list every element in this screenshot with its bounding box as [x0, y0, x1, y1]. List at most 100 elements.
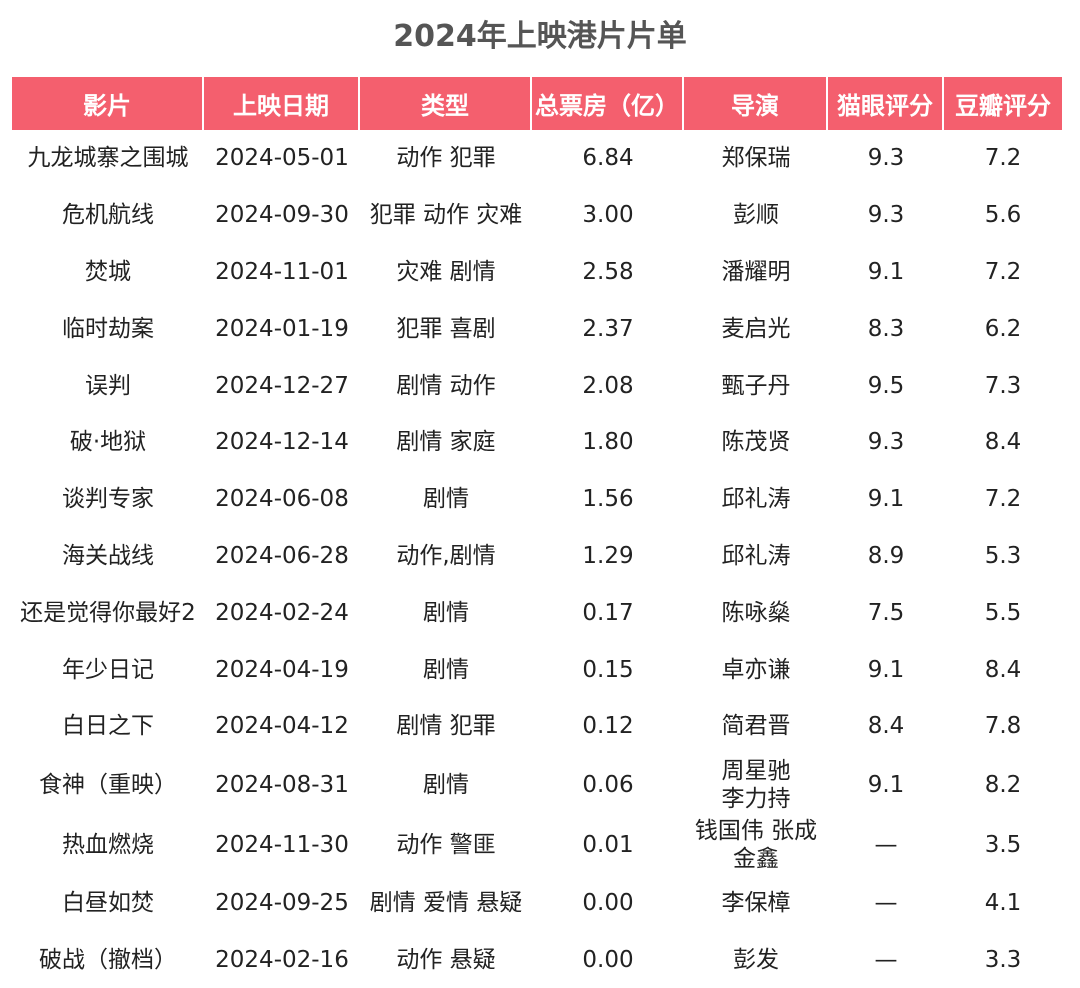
- director-name: 邱礼涛: [721, 486, 791, 513]
- genre-cell: 动作 警匪: [396, 831, 496, 858]
- director-name: 李保樟: [721, 890, 791, 917]
- table-row: 焚城 2024-11-01 灾难 剧情 2.58 潘耀明 9.1 7.2: [12, 244, 1062, 301]
- director-cell: 郑保瑞: [684, 130, 828, 187]
- douban-score-cell: 5.5: [984, 599, 1022, 626]
- box-office-cell: 0.00: [582, 946, 634, 973]
- header-box-office: 总票房（亿）: [532, 77, 684, 130]
- director-cell: 陈咏燊: [684, 584, 828, 641]
- genre-cell: 剧情 犯罪: [396, 713, 496, 740]
- genre-cell: 动作,剧情: [396, 542, 496, 569]
- box-office-cell: 2.37: [582, 315, 634, 342]
- director-name: 卓亦谦: [721, 656, 791, 683]
- box-office-cell: 1.80: [582, 429, 634, 456]
- director-name: 陈茂贤: [721, 429, 791, 456]
- film-cell: 白昼如焚: [62, 890, 154, 917]
- director-name: 彭顺: [733, 202, 779, 229]
- table-row: 危机航线 2024-09-30 犯罪 动作 灾难 3.00 彭顺 9.3 5.6: [12, 187, 1062, 244]
- box-office-cell: 3.00: [582, 202, 634, 229]
- table-row: 海关战线 2024-06-28 动作,剧情 1.29 邱礼涛 8.9 5.3: [12, 528, 1062, 585]
- genre-cell: 剧情: [423, 771, 469, 798]
- table-row: 热血燃烧 2024-11-30 动作 警匪 0.01 钱国伟 张成 金鑫 — 3.5: [12, 815, 1062, 875]
- film-cell: 临时劫案: [62, 315, 154, 342]
- table-body: 九龙城寨之围城 2024-05-01 动作 犯罪 6.84 郑保瑞 9.3 7.2 危机航线 2…: [12, 130, 1062, 988]
- table-row: 白日之下 2024-04-12 剧情 犯罪 0.12 简君晋 8.4 7.8: [12, 698, 1062, 755]
- release-date-cell: 2024-06-28: [215, 542, 349, 569]
- genre-cell: 犯罪 动作 灾难: [369, 202, 523, 229]
- director-name: 金鑫: [733, 845, 779, 872]
- release-date-cell: 2024-12-14: [215, 429, 349, 456]
- maoyan-score-cell: 9.3: [867, 429, 905, 456]
- douban-score-cell: 4.1: [984, 890, 1022, 917]
- film-cell: 九龙城寨之围城: [27, 145, 189, 172]
- box-office-cell: 0.17: [582, 599, 634, 626]
- film-cell: 食神（重映）: [39, 771, 177, 798]
- table-row: 临时劫案 2024-01-19 犯罪 喜剧 2.37 麦启光 8.3 6.2: [12, 300, 1062, 357]
- director-cell: 甄子丹: [684, 357, 828, 414]
- box-office-cell: 0.06: [582, 771, 634, 798]
- film-cell: 焚城: [85, 258, 131, 285]
- director-cell: 简君晋: [684, 698, 828, 755]
- genre-cell: 剧情: [423, 486, 469, 513]
- maoyan-score-cell: 9.1: [867, 258, 905, 285]
- release-date-cell: 2024-04-12: [215, 713, 349, 740]
- page-title: 2024年上映港片片单: [393, 19, 687, 54]
- release-date-cell: 2024-09-25: [215, 890, 349, 917]
- maoyan-score-cell: 9.1: [867, 656, 905, 683]
- director-name: 陈咏燊: [721, 599, 791, 626]
- director-cell: 邱礼涛: [684, 528, 828, 585]
- table-row: 误判 2024-12-27 剧情 动作 2.08 甄子丹 9.5 7.3: [12, 357, 1062, 414]
- maoyan-score-cell: 8.3: [867, 315, 905, 342]
- table-row: 白昼如焚 2024-09-25 剧情 爱情 悬疑 0.00 李保樟 — 4.1: [12, 875, 1062, 932]
- douban-score-cell: 8.4: [984, 429, 1022, 456]
- film-cell: 热血燃烧: [62, 831, 154, 858]
- release-date-cell: 2024-11-30: [215, 831, 349, 858]
- director-name: 甄子丹: [721, 372, 791, 399]
- maoyan-score-cell: —: [874, 946, 898, 973]
- release-date-cell: 2024-04-19: [215, 656, 349, 683]
- film-cell: 还是觉得你最好2: [20, 599, 196, 626]
- douban-score-cell: 7.2: [984, 486, 1022, 513]
- release-date-cell: 2024-11-01: [215, 258, 349, 285]
- release-date-cell: 2024-01-19: [215, 315, 349, 342]
- maoyan-score-cell: 9.3: [867, 145, 905, 172]
- director-cell: 彭顺: [684, 187, 828, 244]
- director-cell: 陈茂贤: [684, 414, 828, 471]
- genre-cell: 灾难 剧情: [396, 258, 496, 285]
- film-cell: 破战（撤档）: [39, 946, 177, 973]
- film-cell: 谈判专家: [62, 486, 154, 513]
- film-cell: 危机航线: [62, 202, 154, 229]
- director-name: 麦启光: [721, 315, 791, 342]
- box-office-cell: 2.08: [582, 372, 634, 399]
- header-director: 导演: [684, 77, 828, 130]
- film-table: 影片 上映日期 类型 总票房（亿） 导演 猫眼评分 豆瓣评分 九龙城寨之围城 2024-05-…: [12, 77, 1062, 988]
- release-date-cell: 2024-02-16: [215, 946, 349, 973]
- header-genre: 类型: [360, 77, 532, 130]
- box-office-cell: 0.01: [582, 831, 634, 858]
- maoyan-score-cell: 8.4: [867, 713, 905, 740]
- maoyan-score-cell: 9.5: [867, 372, 905, 399]
- header-film: 影片: [12, 77, 204, 130]
- release-date-cell: 2024-06-08: [215, 486, 349, 513]
- genre-cell: 犯罪 喜剧: [396, 315, 496, 342]
- director-cell: 钱国伟 张成 金鑫: [684, 815, 828, 875]
- genre-cell: 动作 犯罪: [396, 145, 496, 172]
- director-cell: 彭发: [684, 932, 828, 988]
- douban-score-cell: 7.2: [984, 258, 1022, 285]
- maoyan-score-cell: —: [874, 890, 898, 917]
- box-office-cell: 6.84: [582, 145, 634, 172]
- header-release-date: 上映日期: [204, 77, 360, 130]
- genre-cell: 剧情: [423, 656, 469, 683]
- table-row: 谈判专家 2024-06-08 剧情 1.56 邱礼涛 9.1 7.2: [12, 471, 1062, 528]
- genre-cell: 动作 悬疑: [396, 946, 496, 973]
- douban-score-cell: 7.3: [984, 372, 1022, 399]
- douban-score-cell: 6.2: [984, 315, 1022, 342]
- maoyan-score-cell: 9.1: [867, 771, 905, 798]
- douban-score-cell: 7.8: [984, 713, 1022, 740]
- box-office-cell: 1.29: [582, 542, 634, 569]
- maoyan-score-cell: 9.3: [867, 202, 905, 229]
- box-office-cell: 1.56: [582, 486, 634, 513]
- box-office-cell: 0.00: [582, 890, 634, 917]
- table-row: 破·地狱 2024-12-14 剧情 家庭 1.80 陈茂贤 9.3 8.4: [12, 414, 1062, 471]
- director-name: 李力持: [721, 785, 791, 812]
- table-row: 食神（重映） 2024-08-31 剧情 0.06 周星驰 李力持 9.1 8.2: [12, 755, 1062, 815]
